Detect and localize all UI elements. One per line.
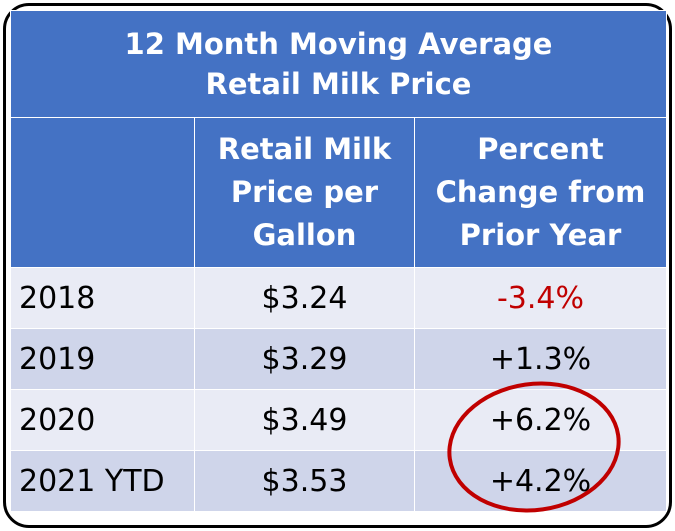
header-change-line-1: Percent <box>477 132 604 166</box>
header-price-line-2: Price per <box>230 175 379 209</box>
table-title: 12 Month Moving Average Retail Milk Pric… <box>10 10 667 118</box>
table-row: 2020 $3.49 +6.2% <box>10 389 667 451</box>
year-cell: 2018 <box>10 267 195 329</box>
table-row: 2021 YTD $3.53 +4.2% <box>10 450 667 512</box>
change-cell: -3.4% <box>414 267 667 329</box>
table-row: 2019 $3.29 +1.3% <box>10 328 667 390</box>
header-change: Percent Change from Prior Year <box>414 117 667 268</box>
price-cell: $3.24 <box>194 267 415 329</box>
header-price-line-1: Retail Milk <box>217 132 392 166</box>
change-cell: +6.2% <box>414 389 667 451</box>
year-cell: 2019 <box>10 328 195 390</box>
year-cell: 2020 <box>10 389 195 451</box>
price-cell: $3.53 <box>194 450 415 512</box>
change-cell: +1.3% <box>414 328 667 390</box>
title-line-2: Retail Milk Price <box>205 67 472 101</box>
price-cell: $3.29 <box>194 328 415 390</box>
header-year <box>10 117 195 268</box>
price-cell: $3.49 <box>194 389 415 451</box>
header-price-line-3: Gallon <box>252 218 357 252</box>
milk-price-table: 12 Month Moving Average Retail Milk Pric… <box>10 10 667 512</box>
header-change-line-2: Change from <box>435 175 646 209</box>
change-cell: +4.2% <box>414 450 667 512</box>
year-cell: 2021 YTD <box>10 450 195 512</box>
title-line-1: 12 Month Moving Average <box>124 27 553 61</box>
header-change-line-3: Prior Year <box>459 218 622 252</box>
table-row: 2018 $3.24 -3.4% <box>10 267 667 329</box>
header-price: Retail Milk Price per Gallon <box>194 117 415 268</box>
